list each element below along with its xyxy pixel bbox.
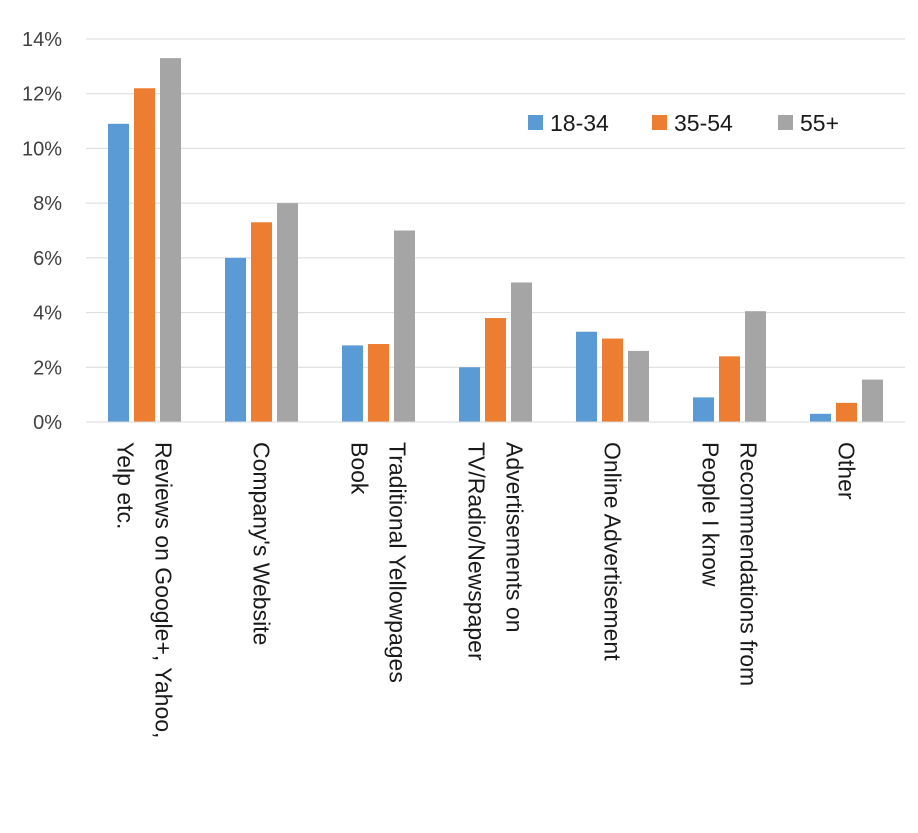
bar-55- bbox=[862, 379, 883, 422]
category-label: Company's Website bbox=[249, 442, 275, 645]
category-label: Book bbox=[347, 442, 373, 495]
y-tick-label: 10% bbox=[22, 138, 62, 160]
y-tick-label: 14% bbox=[22, 29, 62, 51]
legend-swatch bbox=[778, 115, 793, 130]
bar-18-34 bbox=[576, 331, 597, 422]
bar-18-34 bbox=[459, 367, 480, 422]
bar-35-54 bbox=[134, 88, 155, 422]
category-label: People I know bbox=[698, 442, 724, 587]
bar-35-54 bbox=[602, 338, 623, 422]
bar-55- bbox=[745, 311, 766, 422]
legend-label: 55+ bbox=[800, 110, 839, 136]
bar-55- bbox=[511, 282, 532, 422]
category-label: TV/Radio/Newspaper bbox=[464, 442, 490, 661]
bar-35-54 bbox=[251, 222, 272, 422]
legend-label: 35-54 bbox=[674, 110, 733, 136]
legend-label: 18-34 bbox=[550, 110, 609, 136]
y-tick-label: 2% bbox=[33, 357, 62, 379]
y-tick-label: 6% bbox=[33, 248, 62, 270]
bar-18-34 bbox=[225, 257, 246, 422]
bar-55- bbox=[160, 58, 181, 423]
category-label: Online Advertisement bbox=[600, 442, 626, 661]
category-label: Yelp etc. bbox=[113, 442, 139, 529]
y-tick-label: 0% bbox=[33, 412, 62, 434]
category-label: Other bbox=[834, 442, 860, 500]
gridlines bbox=[86, 38, 905, 368]
bar-55- bbox=[628, 350, 649, 422]
y-tick-label: 12% bbox=[22, 84, 62, 106]
y-axis-tick-labels: 0% 2% 4% 6% 8% 10% 12% 14% bbox=[22, 29, 62, 434]
category-label: Reviews on Google+, Yahoo, bbox=[151, 442, 177, 738]
category-label: Advertisements on bbox=[502, 442, 528, 632]
bar-35-54 bbox=[485, 318, 506, 422]
bar-35-54 bbox=[719, 356, 740, 422]
bars bbox=[108, 58, 883, 423]
y-tick-label: 4% bbox=[33, 303, 62, 325]
legend: 18-34 35-54 55+ bbox=[528, 110, 839, 136]
bar-55- bbox=[394, 230, 415, 422]
bar-18-34 bbox=[108, 123, 129, 423]
category-label: Traditional Yellowpages bbox=[385, 442, 411, 683]
bar-18-34 bbox=[693, 397, 714, 422]
bar-55- bbox=[277, 203, 298, 422]
bar-35-54 bbox=[836, 402, 857, 422]
category-labels: Reviews on Google+, Yahoo, Yelp etc. Compa… bbox=[113, 442, 860, 738]
category-label: Recommendations from bbox=[736, 442, 762, 686]
bar-35-54 bbox=[368, 344, 389, 422]
legend-swatch bbox=[652, 115, 667, 130]
bar-18-34 bbox=[810, 413, 831, 422]
legend-swatch bbox=[528, 115, 543, 130]
bar-18-34 bbox=[342, 345, 363, 422]
y-tick-label: 8% bbox=[33, 193, 62, 215]
